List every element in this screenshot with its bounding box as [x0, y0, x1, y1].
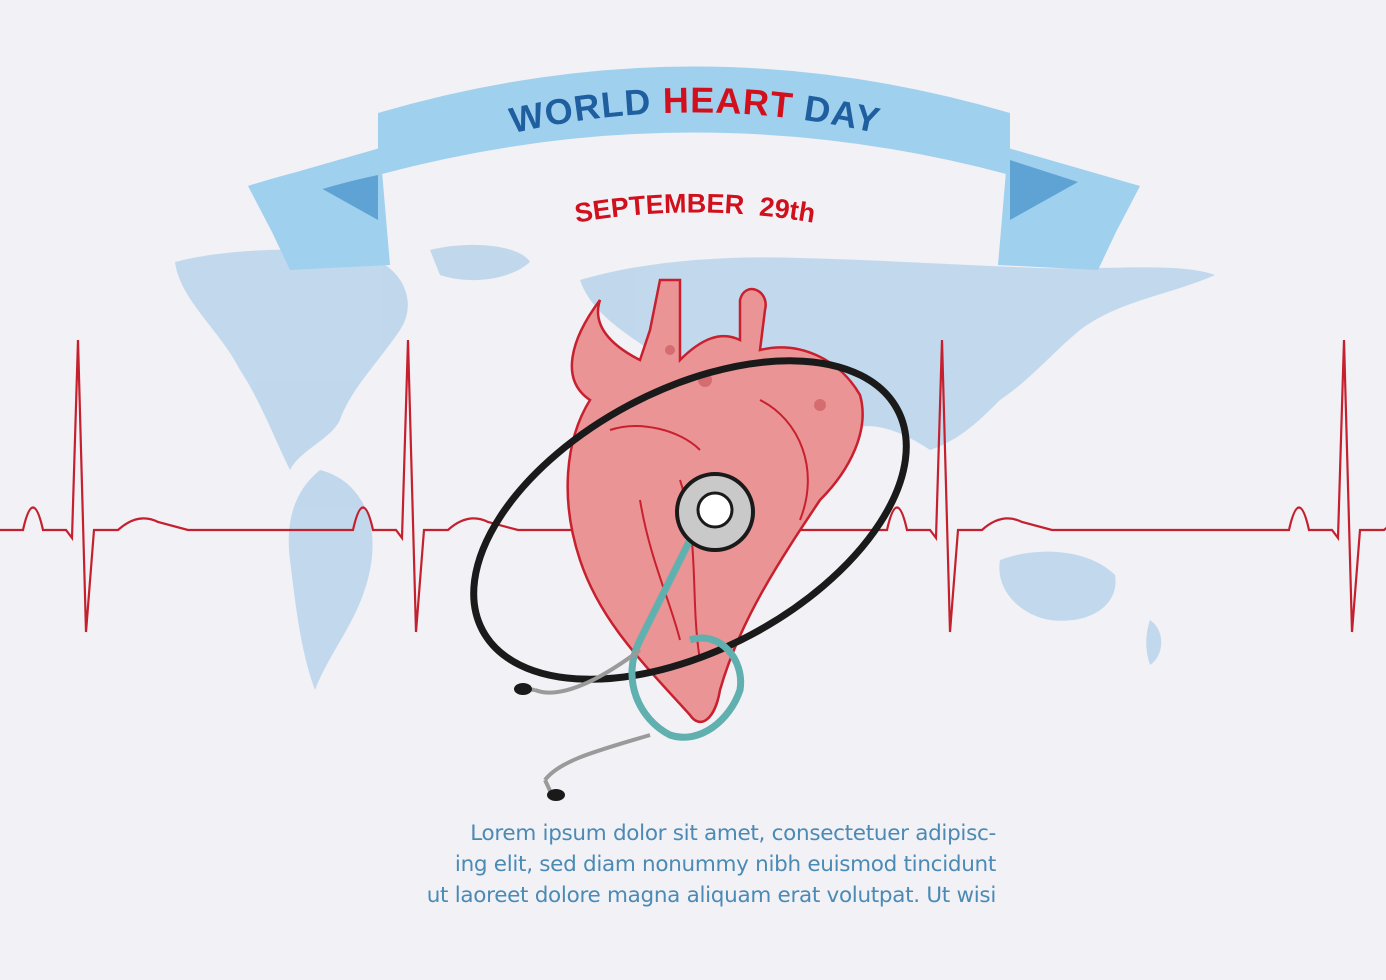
title-heart: HEART — [662, 79, 795, 126]
body-line: ut laoreet dolore magna aliquam erat vol… — [426, 883, 997, 908]
body-line: Lorem ipsum dolor sit amet, consectetuer… — [470, 821, 996, 846]
ribbon-banner: WORLD HEART DAY SEPTEMBER 29th — [248, 66, 1140, 270]
banner-date: SEPTEMBER 29th — [572, 188, 817, 228]
body-paragraph: Lorem ipsum dolor sit amet, consectetuer… — [380, 818, 997, 911]
stethoscope — [470, 357, 910, 801]
body-line: ing elit, sed diam nonummy nibh euismod … — [454, 852, 996, 877]
